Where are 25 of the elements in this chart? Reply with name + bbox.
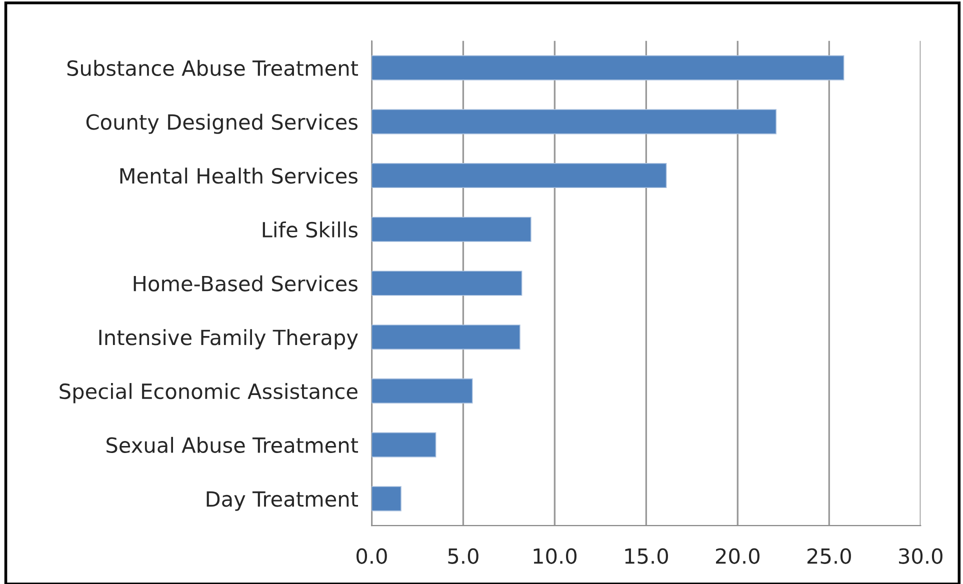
y-tick-label: Life Skills: [262, 221, 358, 238]
bar: [372, 486, 402, 512]
y-tick-label: Special Economic Assistance: [60, 383, 358, 404]
y-tick-label: Day Treatment: [206, 491, 358, 511]
y-tick-label: Intensive Family Therapy: [99, 329, 358, 350]
x-tick-label: 20.0: [716, 548, 760, 564]
bar: [372, 270, 522, 296]
x-tick-label: 10.0: [534, 548, 576, 564]
bar: [372, 162, 667, 188]
y-tick-label: Sexual Abuse Treatment: [106, 436, 358, 454]
bar: [372, 378, 473, 404]
bar: [372, 55, 844, 80]
bar: [372, 324, 520, 350]
y-tick-label: Mental Health Services: [120, 168, 358, 184]
x-tick-label: 0.0: [356, 548, 387, 564]
x-tick-label: 30.0: [899, 548, 942, 564]
x-tick-label: 25.0: [807, 548, 851, 564]
bar: [372, 109, 776, 134]
y-tick-label: Substance Abuse Treatment: [67, 60, 358, 76]
y-tick-label: County Designed Services: [86, 114, 358, 134]
bar: [372, 432, 436, 458]
bar: [372, 216, 532, 242]
x-tick-label: 5.0: [448, 548, 478, 564]
y-tick-label: Home-Based Services: [134, 275, 358, 292]
x-tick-label: 15.0: [625, 548, 668, 564]
